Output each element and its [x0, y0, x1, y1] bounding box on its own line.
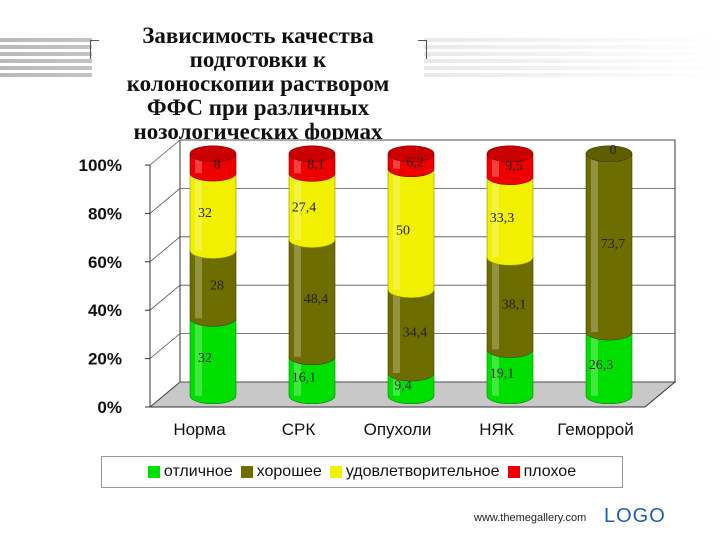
y-tick-label: 80% — [88, 204, 122, 223]
legend-label: хорошее — [256, 463, 322, 480]
bar-highlight — [591, 153, 598, 333]
chart-legend: отличное хорошее удовлетворительное плохое — [101, 456, 623, 488]
data-label: 9,4 — [394, 378, 412, 393]
data-label: 73,7 — [601, 237, 626, 252]
bar-highlight — [492, 349, 499, 396]
bar-segment — [387, 168, 435, 299]
bar-segment — [585, 331, 633, 405]
data-label: 16,1 — [292, 370, 317, 385]
bar-segment — [486, 257, 534, 358]
x-tick-label: СРК — [282, 420, 316, 439]
data-label: 6,2 — [406, 155, 424, 170]
y-tick-label: 100% — [79, 156, 122, 175]
legend-swatch — [507, 466, 520, 478]
legend-item: удовлетворительное — [329, 463, 500, 481]
bar-highlight — [393, 289, 400, 374]
bar-highlight — [393, 153, 400, 169]
bar-highlight — [294, 153, 301, 174]
bar-highlight — [294, 173, 301, 240]
title-bracket-left — [90, 40, 99, 59]
footer-url: www.themegallery.com — [474, 512, 587, 524]
y-tick-label: 40% — [88, 301, 122, 320]
data-label: 28 — [210, 278, 224, 293]
legend-item: отличное — [147, 463, 233, 481]
bar-segment — [585, 153, 633, 341]
bar-segment — [288, 173, 336, 248]
legend-label: плохое — [523, 463, 577, 480]
data-label: 8 — [214, 157, 221, 172]
data-label: 50 — [396, 223, 410, 238]
bar-segment — [486, 349, 534, 405]
bar-highlight — [195, 318, 202, 396]
legend-swatch — [240, 466, 253, 478]
x-tick-label: Опухоли — [364, 420, 432, 439]
data-label: 32 — [198, 206, 212, 221]
bar-segment — [387, 372, 435, 405]
legend-label: отличное — [163, 463, 233, 480]
data-label: 27,4 — [292, 201, 317, 216]
data-label: 48,4 — [304, 292, 329, 307]
stacked-bar-chart: 0% 20% 40% 60% 80% 100% 32 28 32 8 Норма 16,1 48,4 27… — [79, 139, 677, 439]
bar-segment — [189, 250, 237, 327]
data-label: 8,1 — [307, 158, 325, 173]
bar-top-cap — [288, 145, 336, 163]
bar-highlight — [492, 176, 499, 258]
bar-highlight — [393, 373, 400, 396]
bar-segment — [288, 356, 336, 405]
data-label: 34,4 — [403, 325, 428, 340]
legend-label: удовлетворительное — [345, 463, 500, 480]
bar-top-cap — [189, 145, 237, 163]
x-tick-label: НЯК — [479, 420, 514, 439]
y-tick-label: 20% — [88, 350, 122, 369]
x-tick-label: Геморрой — [557, 420, 634, 439]
legend-swatch — [147, 466, 160, 478]
bar-highlight — [294, 239, 301, 357]
bar-segment — [486, 153, 534, 186]
bar-top-cap — [585, 145, 633, 163]
bar-highlight — [393, 168, 400, 290]
x-tick-label: Норма — [173, 420, 226, 439]
bar-segment — [189, 318, 237, 405]
legend-swatch — [329, 466, 342, 478]
bar-segment — [387, 289, 435, 382]
bar-highlight — [492, 153, 499, 177]
bar-top-cap — [486, 145, 534, 163]
gridline — [149, 139, 675, 166]
data-label: 0 — [610, 143, 617, 158]
y-tick-label: 0% — [97, 398, 122, 417]
data-label: 9,5 — [505, 159, 523, 174]
title-frame — [92, 30, 424, 130]
bar-segment — [189, 172, 237, 259]
logo: LOGO — [604, 505, 666, 527]
bar-highlight — [492, 257, 499, 350]
bar-highlight — [195, 250, 202, 319]
bar-highlight — [591, 332, 598, 396]
data-label: 33,3 — [490, 211, 515, 226]
bar-highlight — [195, 173, 202, 251]
data-label: 38,1 — [502, 297, 527, 312]
data-label: 19,1 — [490, 367, 515, 382]
bar-highlight — [195, 153, 202, 174]
bar-segment — [288, 239, 336, 366]
legend-item: плохое — [507, 463, 577, 481]
title-bracket-right — [418, 40, 427, 59]
bar-segment — [486, 176, 534, 266]
bar-top-cap — [387, 145, 435, 163]
data-label: 26,3 — [589, 358, 614, 373]
y-tick-label: 60% — [88, 253, 122, 272]
bar-highlight — [294, 356, 301, 396]
data-label: 32 — [198, 351, 212, 366]
legend-item: хорошее — [240, 463, 322, 481]
